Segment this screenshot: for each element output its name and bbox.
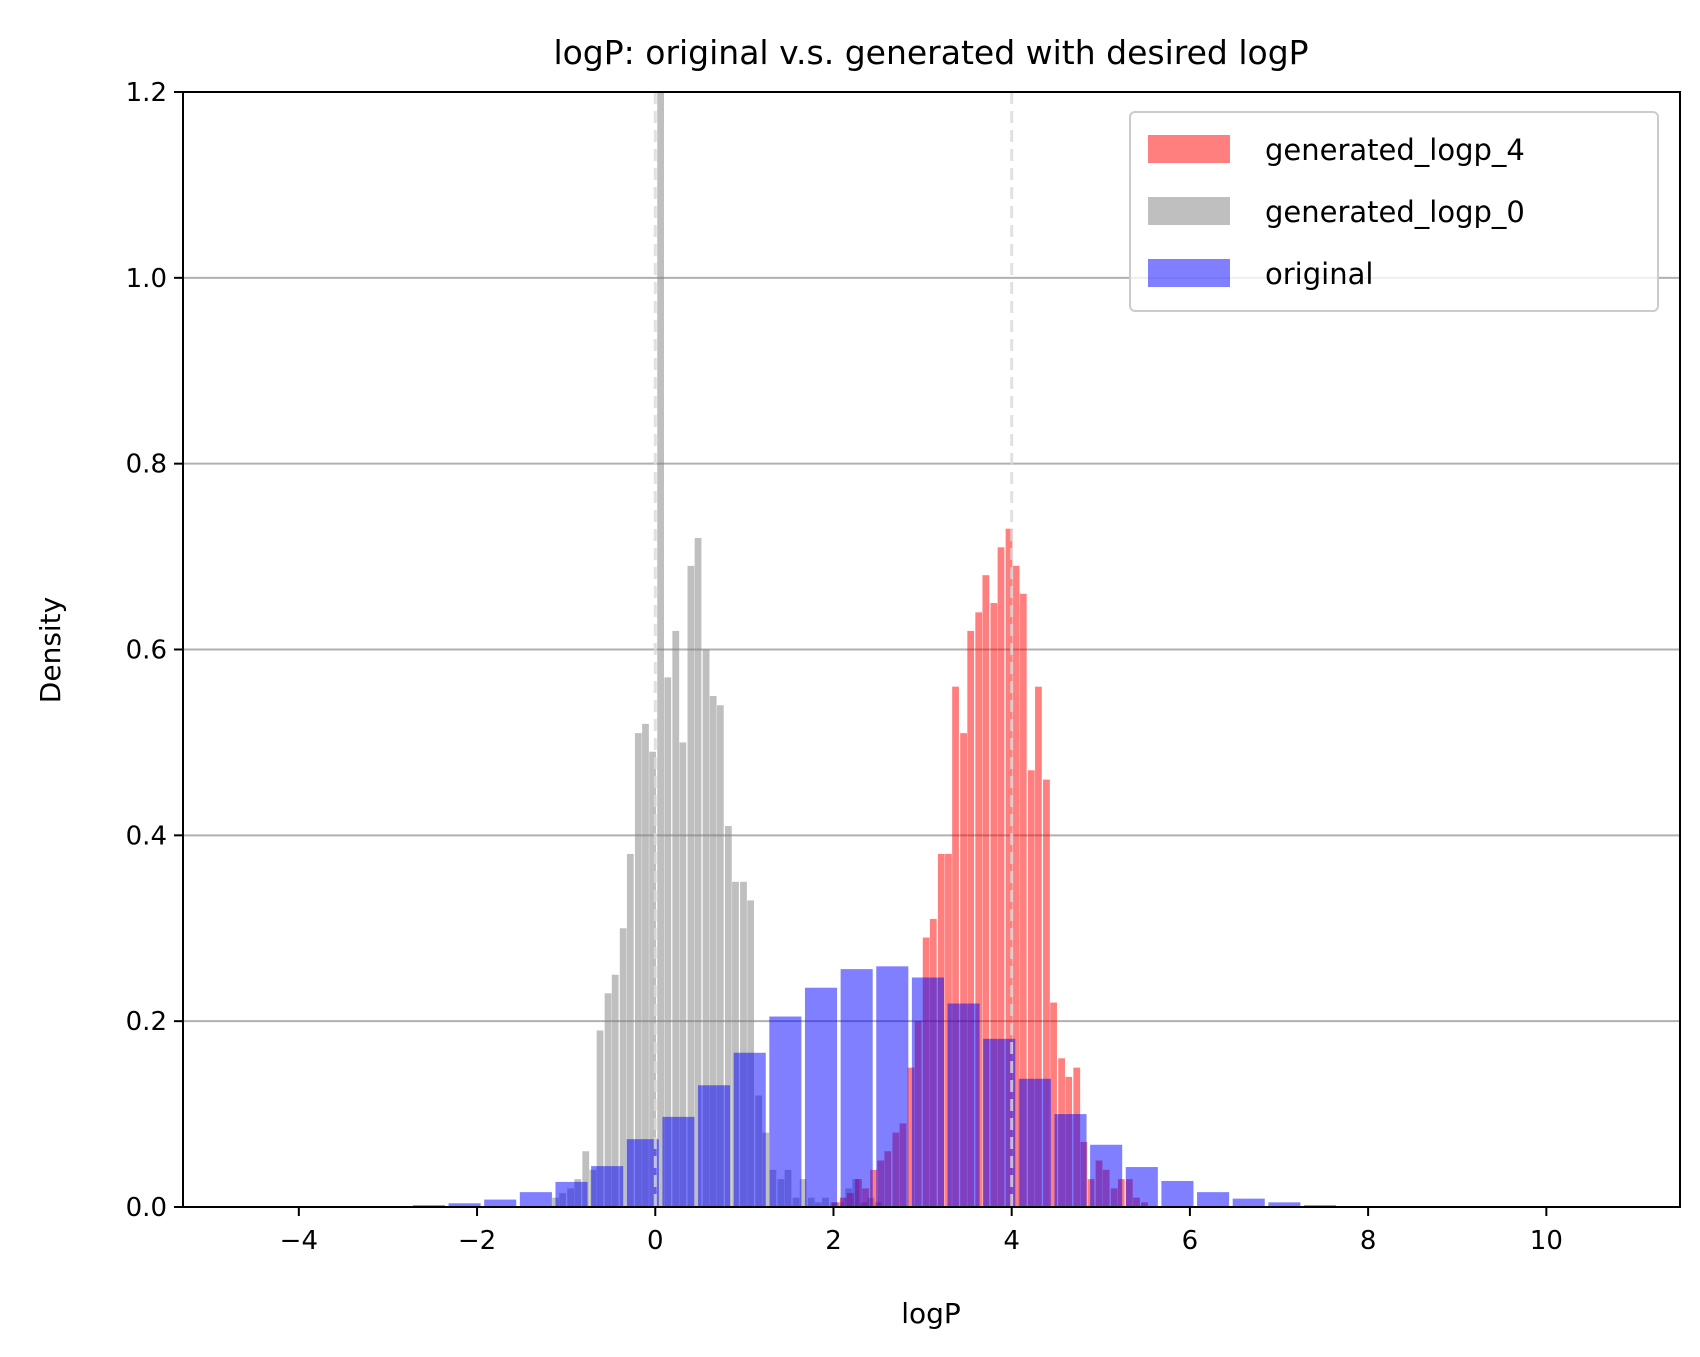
legend-label-generated-logp-4: generated_logp_4 xyxy=(1265,133,1525,167)
bar-generated-logp-0-0 xyxy=(552,1197,559,1207)
bar-generated-logp-0-14 xyxy=(657,92,664,1207)
bar-generated-logp-4-5 xyxy=(870,1169,877,1207)
bar-original-15 xyxy=(911,977,944,1207)
bar-generated-logp-0-16 xyxy=(672,630,680,1207)
bar-generated-logp-4-20 xyxy=(982,575,990,1207)
bar-generated-logp-0-21 xyxy=(709,695,717,1207)
y-tick-label-6: 1.2 xyxy=(126,78,167,108)
bar-original-16 xyxy=(947,1003,980,1207)
bar-original-17 xyxy=(983,1038,1016,1207)
y-tick-label-3: 0.6 xyxy=(126,636,167,666)
grid-lines xyxy=(183,276,1680,1023)
x-tick-label-4: 4 xyxy=(1003,1226,1020,1256)
bar-original-18 xyxy=(1018,1078,1051,1207)
x-axis-ticks: −4 −2 0 2 4 6 8 10 xyxy=(280,1207,1563,1256)
bar-original-20 xyxy=(1090,1144,1123,1207)
x-tick-label-0: −4 xyxy=(280,1226,318,1256)
bar-generated-logp-4-22 xyxy=(997,547,1005,1207)
x-tick-label-6: 8 xyxy=(1360,1226,1377,1256)
bar-generated-logp-4-19 xyxy=(975,612,983,1207)
bar-generated-logp-4-18 xyxy=(967,630,975,1207)
chart-title: logP: original v.s. generated with desir… xyxy=(553,33,1308,72)
bar-generated-logp-4-29 xyxy=(1050,1002,1057,1207)
bar-generated-logp-0-19 xyxy=(694,538,702,1207)
bar-generated-logp-0-12 xyxy=(642,723,649,1207)
x-tick-label-5: 6 xyxy=(1182,1226,1199,1256)
bar-original-8 xyxy=(662,1116,695,1207)
bar-generated-logp-4-10 xyxy=(907,1067,915,1208)
bar-original-2 xyxy=(448,1203,481,1207)
y-tick-label-2: 0.4 xyxy=(126,821,167,851)
x-tick-label-2: 0 xyxy=(647,1226,664,1256)
bar-generated-logp-0-6 xyxy=(596,1030,604,1207)
bar-original-7 xyxy=(626,1139,659,1207)
bar-generated-logp-0-17 xyxy=(679,742,687,1207)
bar-original-24 xyxy=(1232,1198,1265,1207)
y-tick-label-0: 0.0 xyxy=(126,1193,167,1223)
bar-generated-logp-0-28 xyxy=(762,1132,770,1207)
bar-generated-logp-4-25 xyxy=(1019,593,1027,1207)
bar-generated-logp-0-22 xyxy=(716,705,724,1207)
bar-generated-logp-4-16 xyxy=(952,686,959,1207)
y-tick-label-1: 0.2 xyxy=(126,1007,167,1037)
bar-generated-logp-4-26 xyxy=(1027,770,1035,1207)
bar-original-10 xyxy=(733,1052,766,1207)
legend-swatch-generated-logp-0 xyxy=(1148,197,1230,225)
bar-original-14 xyxy=(876,966,909,1207)
bar-generated-logp-4-27 xyxy=(1035,686,1042,1207)
bar-original-12 xyxy=(804,987,838,1207)
bar-generated-logp-4-28 xyxy=(1043,779,1050,1207)
x-tick-label-7: 10 xyxy=(1530,1226,1563,1256)
bar-original-4 xyxy=(519,1192,552,1207)
bar-generated-logp-0-11 xyxy=(634,733,642,1208)
legend: generated_logp_4 generated_logp_0 origin… xyxy=(1129,111,1659,312)
legend-label-original: original xyxy=(1265,257,1373,291)
bar-original-3 xyxy=(484,1199,517,1207)
legend-swatch-generated-logp-4 xyxy=(1148,135,1230,163)
y-axis-label: Density xyxy=(34,597,67,703)
bar-generated-logp-0-23 xyxy=(724,826,732,1207)
bar-original-11 xyxy=(769,1016,802,1207)
bar-original-6 xyxy=(591,1166,624,1207)
bar-original-19 xyxy=(1054,1114,1087,1207)
bar-generated-logp-0-10 xyxy=(626,853,634,1207)
x-tick-label-1: −2 xyxy=(458,1226,496,1256)
bar-original-9 xyxy=(698,1085,731,1207)
bar-generated-logp-0-7 xyxy=(604,993,612,1207)
bar-original-22 xyxy=(1161,1180,1194,1207)
bar-original-23 xyxy=(1197,1192,1230,1207)
bar-generated-logp-0-18 xyxy=(687,565,695,1208)
reference-lines xyxy=(653,92,1014,1207)
legend-box xyxy=(1129,111,1659,312)
bar-generated-logp-0-20 xyxy=(702,649,710,1207)
bar-original-25 xyxy=(1268,1202,1301,1207)
x-axis-label: logP xyxy=(901,1297,961,1330)
legend-label-generated-logp-0: generated_logp_0 xyxy=(1265,195,1525,229)
bar-generated-logp-4-23 xyxy=(1005,528,1013,1207)
bar-generated-logp-0-15 xyxy=(664,677,672,1208)
y-tick-label-4: 0.8 xyxy=(126,450,167,480)
bar-generated-logp-0-33 xyxy=(799,1179,807,1208)
bar-original-21 xyxy=(1125,1167,1158,1207)
bar-generated-logp-0-24 xyxy=(732,881,739,1207)
bar-generated-logp-0-13 xyxy=(649,751,656,1207)
bar-generated-logp-0-4 xyxy=(582,1151,590,1207)
bar-generated-logp-0-8 xyxy=(611,974,619,1207)
bar-original-5 xyxy=(555,1181,588,1207)
y-tick-label-5: 1.0 xyxy=(126,264,167,294)
y-axis-ticks: 0.0 0.2 0.4 0.6 0.8 1.0 1.2 xyxy=(126,78,183,1223)
bar-generated-logp-4-17 xyxy=(960,733,967,1208)
bar-original-13 xyxy=(840,969,873,1207)
bar-generated-logp-4-21 xyxy=(990,603,998,1207)
bar-generated-logp-4-24 xyxy=(1012,565,1020,1208)
bar-generated-logp-0-9 xyxy=(619,928,627,1207)
bar-generated-logp-0-25 xyxy=(740,881,747,1207)
legend-swatch-original xyxy=(1148,259,1230,287)
x-tick-label-3: 2 xyxy=(825,1226,842,1256)
bars xyxy=(412,92,1372,1208)
